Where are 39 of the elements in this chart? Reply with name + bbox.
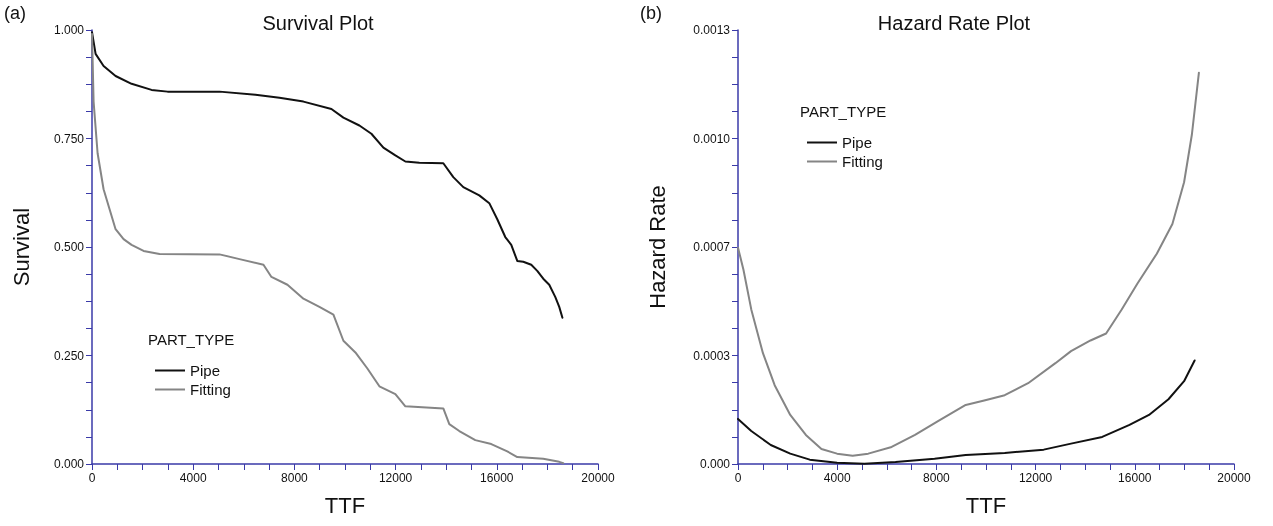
legend-title: PART_TYPE [800, 103, 887, 120]
x-tick-label: 0 [88, 471, 96, 485]
y-tick-label: 1.000 [53, 23, 85, 37]
y-tick-label: 0.0003 [693, 348, 731, 363]
y-tick-label: 0.250 [53, 348, 85, 363]
x-axis-title: TTF [965, 492, 1007, 518]
y-tick-label: 0.0013 [693, 23, 731, 37]
chart-title: Survival Plot [262, 12, 375, 34]
y-axis-title: Survival [8, 207, 34, 287]
legend-label: Pipe [842, 134, 873, 151]
line-series [737, 359, 1196, 465]
line-series [91, 31, 564, 319]
x-tick-label: 20000 [1217, 471, 1252, 485]
y-tick-label: 0.750 [53, 131, 85, 146]
x-tick-label: 8000 [923, 471, 951, 485]
y-tick-label: 0.000 [53, 457, 85, 471]
x-tick-label: 12000 [1018, 471, 1053, 485]
x-tick-label: 16000 [480, 471, 514, 485]
x-tick-label: 20000 [581, 471, 616, 485]
legend-label: Pipe [190, 362, 221, 379]
x-tick-label: 16000 [1118, 471, 1152, 485]
x-tick-label: 4000 [823, 471, 851, 485]
legend-label: Fitting [190, 381, 231, 398]
y-tick-label: 0.500 [53, 240, 85, 254]
y-axis-title: Hazard Rate [644, 185, 670, 309]
y-tick-label: 0.000 [699, 457, 731, 471]
y-tick-label: 0.0007 [693, 240, 731, 254]
text: (a) [4, 3, 26, 23]
y-tick-label: 0.0010 [693, 131, 731, 146]
x-tick-label: 0 [734, 471, 742, 485]
chart-title: Hazard Rate Plot [877, 12, 1031, 34]
x-tick-label: 4000 [179, 471, 207, 485]
line-series [737, 71, 1200, 457]
x-tick-label: 12000 [378, 471, 413, 485]
x-tick-label: 8000 [281, 471, 309, 485]
text: (b) [640, 3, 662, 23]
legend-title: PART_TYPE [148, 331, 235, 348]
legend-label: Fitting [842, 153, 883, 170]
x-axis-title: TTF [324, 492, 366, 518]
